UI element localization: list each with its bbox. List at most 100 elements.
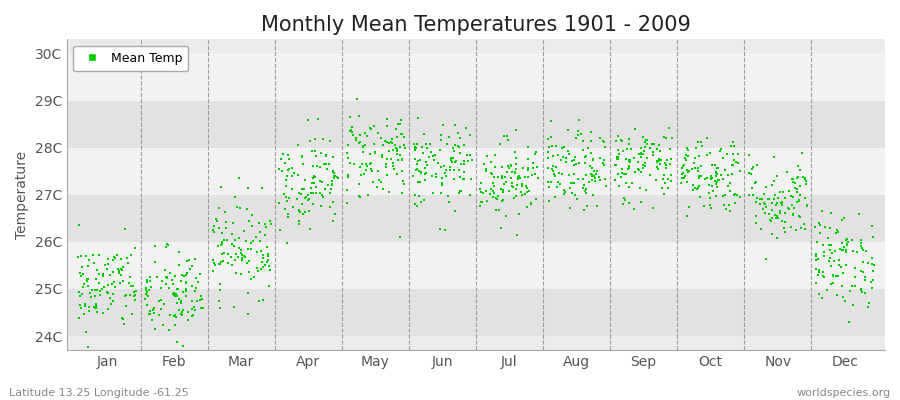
Point <box>292 190 306 196</box>
Point <box>752 201 767 208</box>
Point <box>214 240 229 247</box>
Point <box>94 292 108 298</box>
Point <box>848 265 862 271</box>
Point <box>512 211 526 217</box>
Point <box>718 206 733 212</box>
Point <box>786 194 800 200</box>
Point <box>798 194 813 201</box>
Point <box>315 136 329 142</box>
Point <box>680 147 695 154</box>
Point <box>127 296 141 303</box>
Point <box>251 268 266 274</box>
Point <box>392 144 407 150</box>
Point <box>622 165 636 171</box>
Point <box>839 249 853 256</box>
Point <box>617 197 632 204</box>
Point <box>590 168 604 174</box>
Point <box>660 156 674 163</box>
Point <box>688 155 702 161</box>
Point <box>341 174 356 180</box>
Point <box>552 152 566 158</box>
Point <box>686 182 700 188</box>
Point <box>218 209 232 216</box>
Point <box>493 186 508 192</box>
Text: Latitude 13.25 Longitude -61.25: Latitude 13.25 Longitude -61.25 <box>9 388 189 398</box>
Point <box>319 161 333 167</box>
Point <box>632 151 646 157</box>
Point <box>541 155 555 161</box>
Point <box>254 248 268 254</box>
Point <box>394 130 409 137</box>
Point <box>217 237 231 243</box>
Point <box>793 167 807 174</box>
Point <box>417 131 431 138</box>
Point <box>623 159 637 166</box>
Point <box>104 301 118 307</box>
Point <box>515 183 529 189</box>
Point <box>281 152 295 158</box>
Point <box>257 231 272 238</box>
Point <box>559 155 573 161</box>
Bar <box>67 54 885 100</box>
Point <box>212 204 227 211</box>
Point <box>510 176 525 183</box>
Point <box>179 286 194 292</box>
Point <box>796 221 811 227</box>
Point <box>380 156 394 162</box>
Point <box>562 172 576 178</box>
Point <box>435 182 449 188</box>
Point <box>765 181 779 188</box>
Point <box>840 242 854 248</box>
Point <box>564 158 579 165</box>
Point <box>558 159 572 166</box>
Point <box>391 134 405 140</box>
Point <box>503 161 517 168</box>
Point <box>229 257 243 263</box>
Point <box>86 252 100 258</box>
Point <box>486 182 500 189</box>
Point <box>662 161 677 168</box>
Point <box>314 203 328 209</box>
Point <box>220 251 235 258</box>
Point <box>410 158 425 164</box>
Point <box>167 293 182 300</box>
Point <box>329 173 344 180</box>
Point <box>206 268 220 274</box>
Point <box>562 151 576 157</box>
Point <box>250 249 265 256</box>
Point <box>750 162 764 169</box>
Point <box>854 289 868 295</box>
Point <box>111 266 125 272</box>
Point <box>780 169 795 176</box>
Point <box>386 146 400 153</box>
Point <box>436 162 451 169</box>
Point <box>473 199 488 206</box>
Point <box>767 154 781 161</box>
Point <box>500 133 515 140</box>
Point <box>705 162 719 168</box>
Point <box>446 155 461 162</box>
Point <box>302 117 316 124</box>
Point <box>638 160 652 167</box>
Point <box>707 162 722 168</box>
Point <box>709 184 724 190</box>
Point <box>654 157 669 163</box>
Point <box>621 165 635 172</box>
Point <box>141 311 156 317</box>
Point <box>447 148 462 154</box>
Point <box>657 134 671 140</box>
Point <box>441 193 455 200</box>
Point <box>855 245 869 252</box>
Point <box>367 123 382 130</box>
Point <box>305 175 320 181</box>
Point <box>384 156 399 162</box>
Point <box>700 175 715 182</box>
Point <box>716 154 730 161</box>
Point <box>592 174 607 180</box>
Bar <box>67 148 885 195</box>
Point <box>154 285 168 292</box>
Point <box>379 164 393 170</box>
Point <box>158 280 173 287</box>
Point <box>820 287 834 293</box>
Point <box>256 254 270 261</box>
